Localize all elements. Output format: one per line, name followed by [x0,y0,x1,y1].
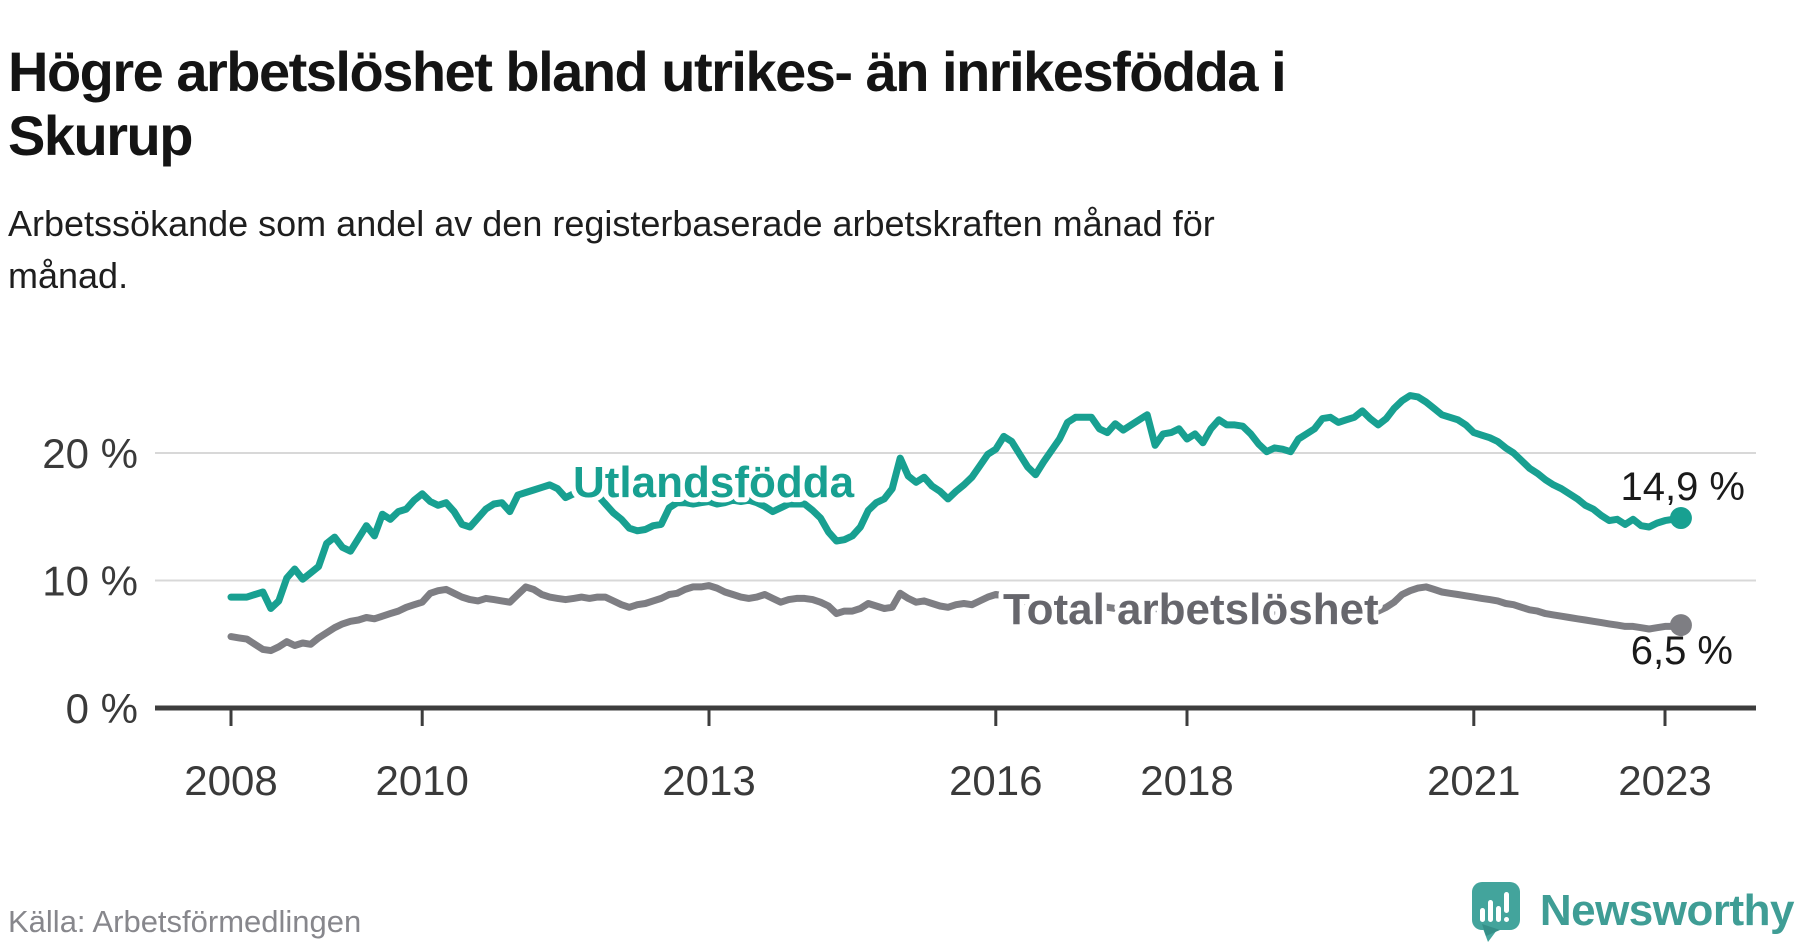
x-tick-label-2021: 2021 [1427,757,1520,804]
page-title: Högre arbetslöshet bland utrikes- än inr… [8,39,1287,167]
source-note: Källa: Arbetsförmedlingen [8,904,362,939]
newsworthy-logo-text: Newsworthy [1539,886,1795,935]
series-label-utlandsfodda: Utlandsfödda [573,458,855,507]
y-tick-label-20: 20 % [42,430,138,477]
unemployment-line-chart: 2008 2010 2013 2016 2018 2021 2023 0 % 10 % 20 % U… [42,392,1756,804]
end-value-label-total: 6,5 % [1631,629,1733,673]
x-tick-label-2023: 2023 [1618,757,1711,804]
series-line-utlandsf-dda [227,392,1685,612]
series-end-dot-total [1669,614,1692,637]
x-tick-label-2010: 2010 [375,757,468,804]
series-label-total-arbetsloshet: Total arbetslöshet [1003,585,1379,634]
end-value-label-utlandsfodda: 14,9 % [1620,465,1745,509]
x-tick-label-2018: 2018 [1140,757,1233,804]
series-line-total-arbetsl-shet [227,582,1685,655]
chart-subtitle: Arbetssökande som andel av den registerb… [8,203,1215,296]
x-tick-label-2013: 2013 [662,757,755,804]
x-tick-label-2008: 2008 [184,757,277,804]
newsworthy-logo-icon [1471,882,1520,942]
newsworthy-logo: Newsworthy [1471,880,1795,942]
y-tick-label-10: 10 % [42,558,138,605]
series-end-dot-utlandsfodda [1669,507,1692,530]
x-tick-label-2016: 2016 [949,757,1042,804]
y-tick-label-0: 0 % [66,685,138,732]
